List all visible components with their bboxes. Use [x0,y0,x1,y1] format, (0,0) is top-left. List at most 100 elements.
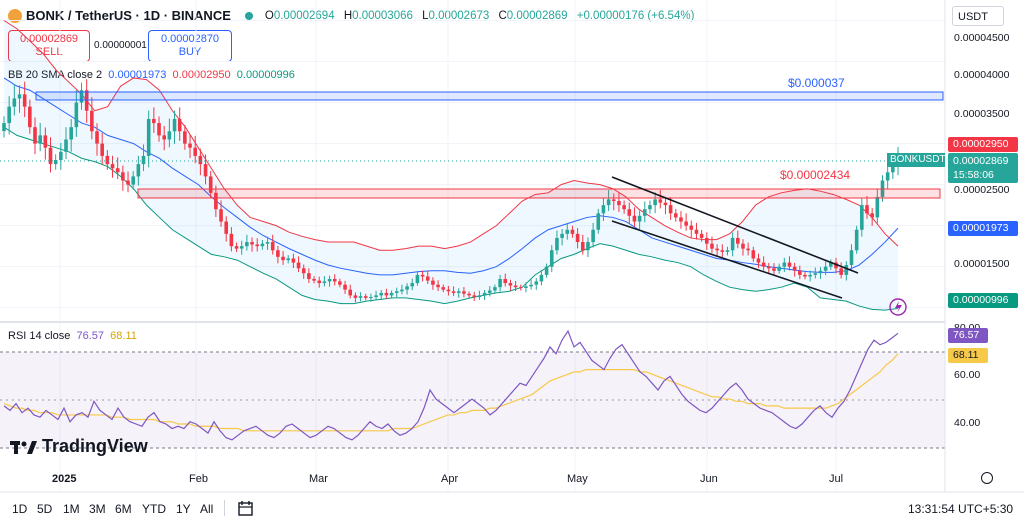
candle [379,292,384,296]
bb-upper-value: 0.00002950 [172,69,231,81]
price-tick: 0.00003500 [954,108,1010,120]
rsi-legend[interactable]: RSI 14 close 76.57 68.11 [8,330,137,342]
candle [229,233,234,247]
candle [436,284,440,288]
pane-separator [0,321,945,323]
bb-fill [4,20,898,311]
calendar-icon[interactable] [237,499,255,517]
candle [829,262,833,267]
candle [710,243,714,249]
candle [591,229,595,243]
candle [694,229,699,234]
candle [332,278,337,282]
candle [560,233,564,238]
candle [239,246,244,249]
candle [586,242,590,251]
level-high-label: $0.000037 [788,76,845,90]
candle [84,90,89,111]
timeframe-ytd-button[interactable]: YTD [142,502,166,516]
candle [291,258,296,263]
candle [679,217,683,222]
brand-name: TradingView [42,436,148,456]
tradingview-logo: TradingView [10,436,148,457]
candle [704,237,709,244]
candle [653,199,657,206]
candle [146,118,151,156]
candle [12,98,17,107]
candle [353,295,358,298]
timeframe-1m-button[interactable]: 1M [63,502,80,516]
candle [307,273,311,279]
candle [193,147,198,156]
candle [823,266,828,271]
candle [59,151,63,160]
candle [549,250,554,267]
candle [860,205,864,230]
candle [260,243,265,247]
candle [513,285,518,288]
settings-gear-icon[interactable] [981,472,993,484]
symbol-title[interactable]: BONK / TetherUS · 1D · BINANCE [26,8,231,23]
buy-button[interactable]: 0.00002870 BUY [148,30,232,62]
time-tick: 2025 [52,473,77,485]
candle [265,242,270,244]
candle [503,278,508,284]
candle [157,123,161,136]
candle [782,262,787,267]
alert-icon[interactable] [889,298,907,316]
candle [772,268,776,271]
timeframe-3m-button[interactable]: 3M [89,502,106,516]
candle [162,135,166,140]
market-status-dot [244,11,253,20]
candle [446,289,451,292]
bb-legend[interactable]: BB 20 SMA close 2 0.00001973 0.00002950 … [8,69,295,81]
bb-basis-tag: 0.00001973 [948,221,1018,236]
candle [839,268,843,275]
price-tick: 0.00002500 [954,184,1010,196]
candle [255,244,260,247]
candle [699,233,704,238]
price-tick: 0.00004000 [954,69,1010,81]
candle [611,199,616,202]
candle [95,131,99,144]
candle [663,202,668,206]
symbol-header: BONK / TetherUS · 1D · BINANCE O0.000026… [8,8,700,23]
candle [777,266,781,271]
candle [761,262,766,267]
candle [767,266,771,269]
timeframe-1d-button[interactable]: 1D [12,502,28,516]
candle [751,250,756,259]
candle [482,292,487,296]
currency-selector[interactable]: USDT [952,6,1004,26]
clock-readout: 13:31:54 UTC+5:30 [908,502,1014,516]
candle [792,266,797,271]
sell-button[interactable]: 0.00002869 SELL [8,30,90,62]
candle [844,265,849,275]
candle [234,246,239,249]
candle [121,172,125,181]
ohlc-readout: O0.00002694 H0.00003066 L0.00002673 C0.0… [264,9,695,22]
bb-lower-value: 0.00000996 [236,69,295,81]
candle [276,250,280,257]
candle [606,199,611,206]
timeframe-all-button[interactable]: All [200,502,214,516]
timeframe-1y-button[interactable]: 1Y [176,502,191,516]
candle [224,221,229,234]
timeframe-5d-button[interactable]: 5D [37,502,53,516]
candle [286,258,291,261]
price-tick: 0.00004500 [954,32,1010,44]
candle [834,262,838,269]
candle [110,164,115,169]
candle [658,199,663,203]
rsi-ma-value: 68.11 [110,330,137,342]
candle [203,164,208,177]
candle [803,274,807,277]
candle [642,209,647,216]
timeframe-6m-button[interactable]: 6M [115,502,132,516]
candle [327,278,332,282]
candle [534,281,539,285]
candle [69,127,73,140]
candle [384,292,389,296]
candle [818,270,823,274]
